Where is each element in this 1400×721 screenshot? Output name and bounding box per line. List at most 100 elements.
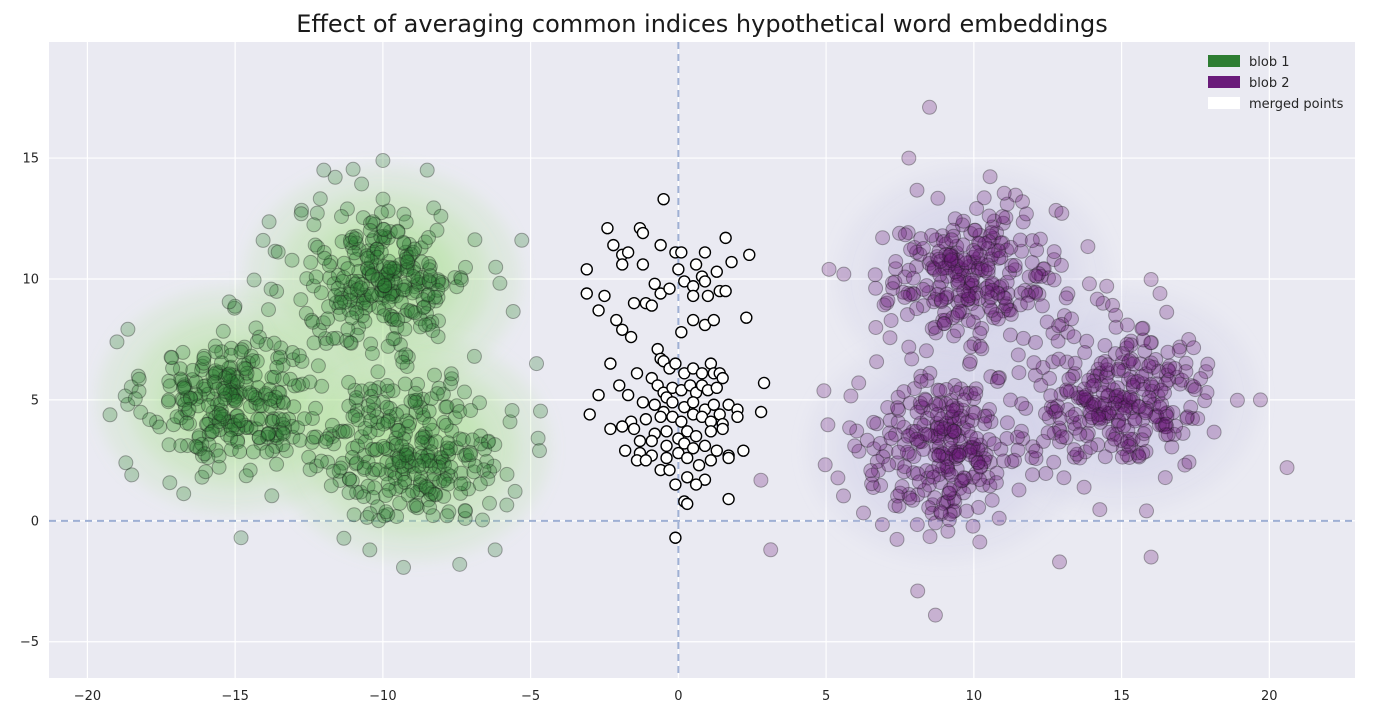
point-blob-1 bbox=[249, 353, 265, 369]
point-blob-2 bbox=[1114, 397, 1130, 413]
point-blob-1 bbox=[357, 287, 372, 303]
point-blob-2 bbox=[1134, 432, 1150, 448]
point-blob-1 bbox=[339, 201, 355, 217]
point-blob-2 bbox=[897, 289, 913, 305]
point-blob-2 bbox=[1054, 205, 1070, 221]
point-blob-2 bbox=[986, 213, 1002, 229]
point-blob-2 bbox=[935, 460, 951, 476]
point-blob-1 bbox=[367, 442, 383, 458]
point-blob-1 bbox=[421, 262, 437, 278]
point-blob-1 bbox=[366, 244, 382, 260]
point-blob-2 bbox=[938, 396, 954, 412]
point-blob-2 bbox=[1015, 214, 1031, 230]
point-blob-1 bbox=[401, 454, 417, 470]
point-blob-1 bbox=[248, 395, 264, 411]
point-blob-2 bbox=[1036, 261, 1052, 277]
point-blob-1 bbox=[462, 445, 478, 460]
point-blob-2 bbox=[926, 260, 942, 276]
point-blob-2 bbox=[951, 447, 967, 463]
point-blob-1 bbox=[214, 411, 230, 427]
point-blob-2 bbox=[1135, 332, 1151, 348]
point-blob-1 bbox=[380, 413, 396, 429]
point-blob-2 bbox=[1002, 302, 1018, 318]
point-blob-1 bbox=[443, 459, 459, 475]
point-blob-1 bbox=[405, 244, 421, 260]
point-blob-2 bbox=[1051, 351, 1067, 367]
point-blob-2 bbox=[928, 396, 944, 412]
point-blob-2 bbox=[965, 314, 981, 330]
point-blob-1 bbox=[245, 353, 261, 369]
point-blob-2 bbox=[921, 500, 937, 516]
point-blob-1 bbox=[332, 424, 348, 440]
point-blob-1 bbox=[312, 191, 328, 207]
x-axis-ticks: −20 −15 −10 −5 0 5 10 15 20 bbox=[74, 689, 1278, 704]
point-blob-1 bbox=[397, 426, 413, 442]
point-blob-1 bbox=[377, 230, 392, 246]
point-blob-2 bbox=[868, 280, 884, 296]
point-blob-1 bbox=[385, 435, 401, 451]
point-blob-1 bbox=[342, 292, 358, 308]
point-blob-2 bbox=[1086, 373, 1102, 389]
point-blob-1 bbox=[397, 447, 412, 463]
point-blob-1 bbox=[400, 450, 416, 466]
point-blob-2 bbox=[1145, 379, 1161, 395]
point-blob-1 bbox=[393, 479, 409, 494]
point-blob-1 bbox=[222, 385, 238, 401]
point-blob-2 bbox=[1059, 384, 1075, 400]
point-blob-1 bbox=[223, 430, 239, 446]
point-blob-1 bbox=[380, 265, 396, 281]
point-blob-2 bbox=[1155, 416, 1171, 432]
point-blob-1 bbox=[238, 369, 254, 385]
point-blob-2 bbox=[948, 402, 964, 418]
point-blob-2 bbox=[918, 343, 934, 359]
point-blob-1 bbox=[226, 393, 242, 409]
point-blob-1 bbox=[396, 235, 412, 250]
point-blob-2 bbox=[924, 464, 940, 480]
point-merged-points bbox=[681, 497, 694, 511]
point-blob-1 bbox=[314, 378, 330, 394]
point-blob-2 bbox=[931, 467, 947, 483]
point-blob-2 bbox=[968, 245, 984, 261]
point-blob-2 bbox=[897, 227, 913, 243]
point-blob-1 bbox=[341, 471, 357, 487]
point-blob-2 bbox=[1061, 371, 1077, 387]
point-blob-2 bbox=[980, 261, 996, 277]
point-blob-2 bbox=[924, 505, 940, 521]
point-blob-1 bbox=[188, 374, 204, 390]
point-blob-1 bbox=[266, 393, 282, 409]
point-blob-2 bbox=[927, 515, 943, 531]
point-blob-1 bbox=[443, 468, 459, 484]
point-blob-2 bbox=[972, 227, 988, 243]
point-blob-2 bbox=[1105, 382, 1121, 398]
point-blob-1 bbox=[213, 402, 229, 418]
y-tick-label: 0 bbox=[31, 514, 39, 529]
point-blob-2 bbox=[966, 391, 982, 407]
point-blob-1 bbox=[260, 426, 276, 442]
point-merged-points bbox=[689, 478, 703, 491]
point-blob-2 bbox=[1167, 361, 1183, 376]
point-blob-1 bbox=[531, 443, 547, 459]
point-blob-2 bbox=[915, 400, 931, 416]
point-blob-2 bbox=[1119, 336, 1135, 352]
point-blob-1 bbox=[410, 274, 426, 290]
point-blob-2 bbox=[949, 400, 965, 416]
point-blob-1 bbox=[419, 306, 434, 322]
point-blob-1 bbox=[404, 458, 420, 474]
point-blob-1 bbox=[366, 402, 382, 418]
point-blob-2 bbox=[1159, 419, 1175, 435]
point-blob-2 bbox=[980, 240, 996, 256]
point-blob-1 bbox=[392, 257, 408, 273]
point-blob-2 bbox=[1123, 351, 1139, 367]
point-blob-2 bbox=[1159, 405, 1175, 421]
point-blob-2 bbox=[953, 434, 968, 450]
point-blob-2 bbox=[941, 485, 957, 501]
point-blob-2 bbox=[817, 457, 833, 473]
point-blob-1 bbox=[367, 216, 383, 232]
point-blob-2 bbox=[945, 403, 961, 419]
point-blob-2 bbox=[927, 607, 943, 623]
point-blob-2 bbox=[930, 190, 946, 206]
point-blob-1 bbox=[306, 429, 322, 445]
point-blob-2 bbox=[922, 529, 938, 545]
point-merged-points bbox=[583, 408, 596, 421]
point-blob-2 bbox=[919, 373, 935, 389]
